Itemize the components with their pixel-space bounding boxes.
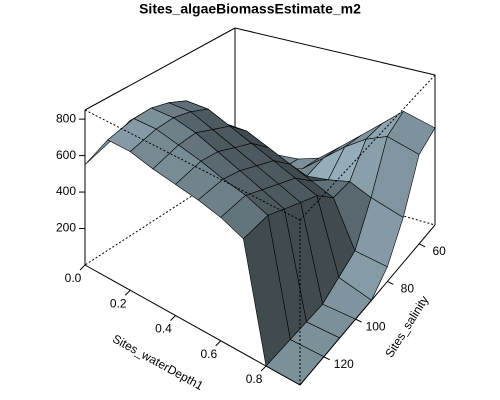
y-tick xyxy=(418,243,426,248)
y-tick xyxy=(355,318,362,323)
y-axis-label: Sites_salinity xyxy=(382,293,431,360)
x-tick xyxy=(215,340,222,347)
y-tick xyxy=(387,281,394,285)
z-tick-label: 400 xyxy=(56,184,76,198)
z-tick-label: 200 xyxy=(56,221,76,235)
x-tick xyxy=(124,289,131,296)
box-edge xyxy=(234,27,436,76)
y-tick-label: 120 xyxy=(334,357,354,371)
z-tick-label: 600 xyxy=(56,148,76,162)
y-tick-label: 60 xyxy=(432,244,446,258)
box-edge xyxy=(299,224,436,386)
y-tick xyxy=(323,356,331,361)
x-tick-label: 0.2 xyxy=(110,296,127,310)
x-tick-label: 0.8 xyxy=(246,372,263,386)
y-tick-label: 100 xyxy=(366,319,386,333)
y-tick-label: 80 xyxy=(401,282,415,296)
x-tick xyxy=(79,264,86,271)
box-edge xyxy=(84,27,236,111)
x-axis-label: Sites_waterDepth1 xyxy=(110,332,206,394)
box-edge xyxy=(84,109,301,221)
box-edge xyxy=(299,74,436,221)
x-tick xyxy=(260,365,267,372)
x-tick-label: 0.0 xyxy=(65,271,82,285)
x-tick-label: 0.4 xyxy=(155,322,172,336)
z-tick-label: 800 xyxy=(56,111,76,125)
box-edge xyxy=(84,264,301,386)
x-tick xyxy=(170,315,176,321)
chart-title: Sites_algaeBiomassEstimate_m2 xyxy=(139,1,361,17)
x-tick-label: 0.6 xyxy=(200,347,217,361)
